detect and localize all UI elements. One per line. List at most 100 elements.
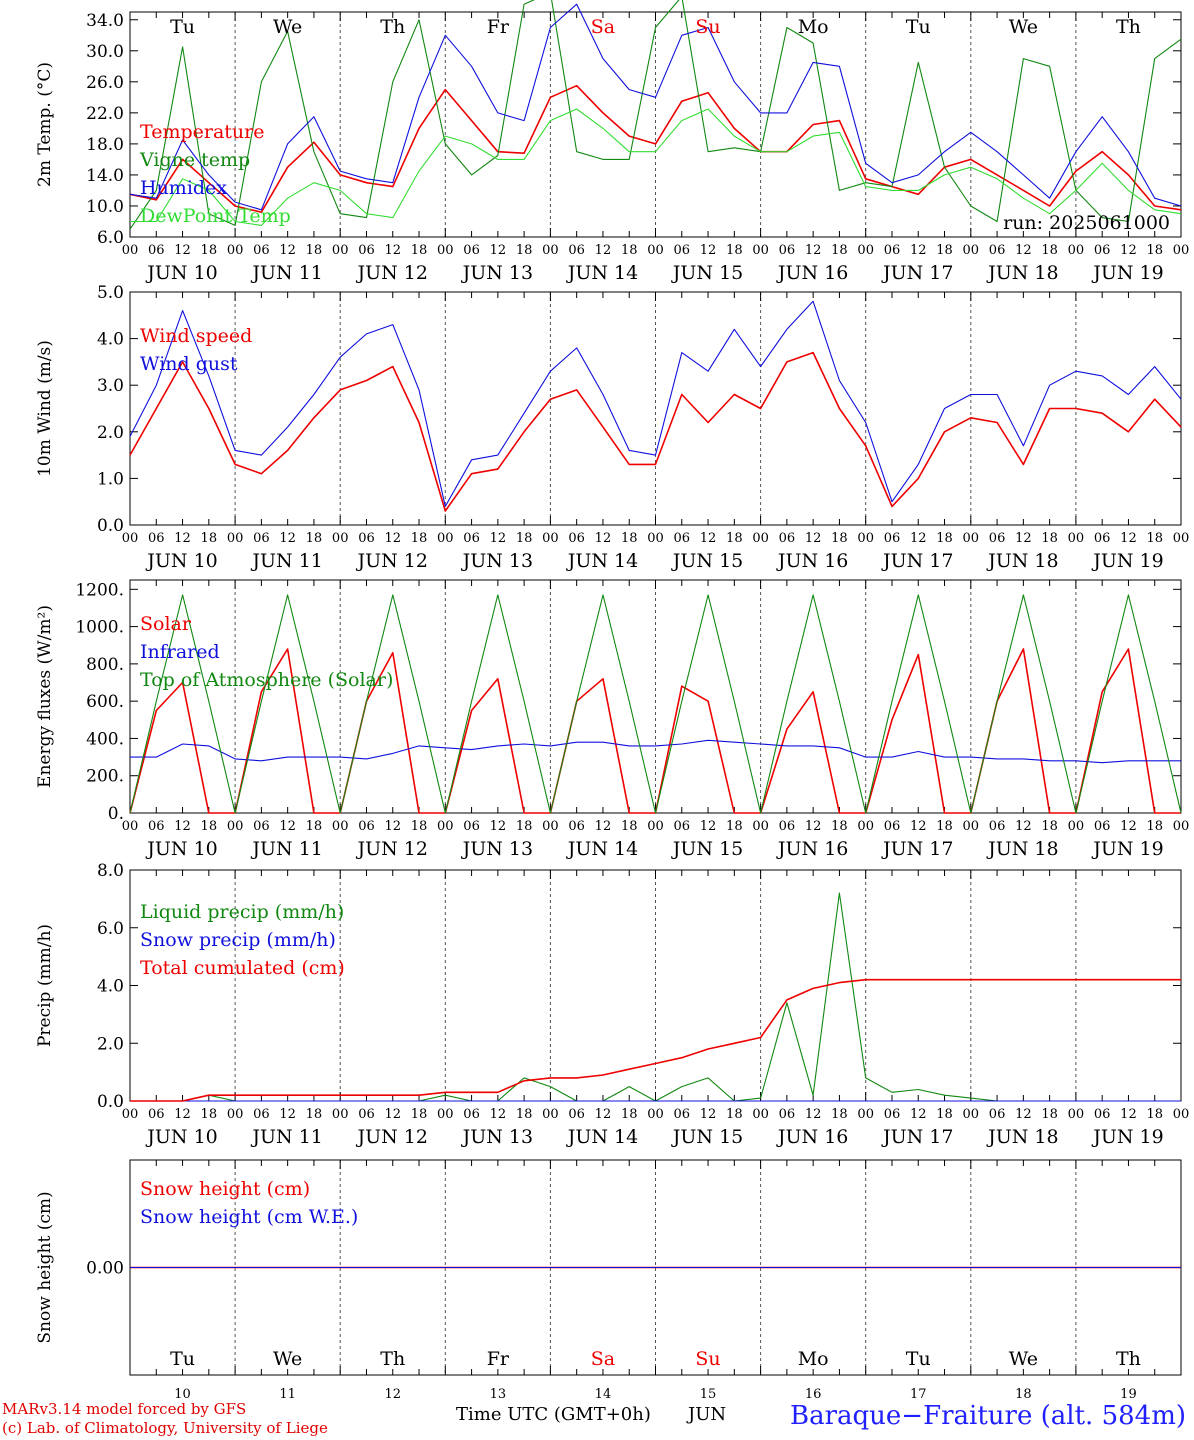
weekday-label: Sa bbox=[591, 1348, 615, 1370]
hour-tick-label: 00 bbox=[963, 819, 980, 834]
hour-tick-label: 12 bbox=[700, 243, 717, 258]
hour-tick-label: 18 bbox=[1146, 531, 1163, 546]
day-label: JUN 17 bbox=[881, 262, 953, 284]
day-label: JUN 12 bbox=[356, 838, 428, 860]
hour-tick-label: 18 bbox=[516, 1107, 533, 1122]
panel-1 bbox=[129, 0, 1182, 238]
weekday-label: Tu bbox=[170, 16, 195, 38]
hour-tick-label: 18 bbox=[201, 1107, 218, 1122]
day-label: JUN 16 bbox=[776, 550, 848, 572]
y-axis-label: Snow height (cm) bbox=[35, 1191, 55, 1343]
hour-tick-label: 12 bbox=[805, 1107, 822, 1122]
series-line bbox=[130, 108, 1182, 226]
weekday-label: Fr bbox=[487, 16, 510, 38]
hour-tick-label: 12 bbox=[700, 1107, 717, 1122]
weekday-label: Th bbox=[380, 16, 405, 38]
hour-tick-label: 12 bbox=[279, 531, 296, 546]
day-label: JUN 13 bbox=[461, 262, 533, 284]
y-tick-label: 0.0 bbox=[97, 516, 124, 536]
y-tick-label: 200. bbox=[86, 767, 124, 787]
hour-tick-label: 18 bbox=[1146, 819, 1163, 834]
panel-2 bbox=[129, 291, 1182, 526]
hour-tick-label: 06 bbox=[358, 243, 375, 258]
hour-tick-label: 06 bbox=[779, 1107, 796, 1122]
hour-tick-label: 12 bbox=[174, 243, 191, 258]
hour-tick-label: 00 bbox=[1173, 819, 1190, 834]
hour-tick-label: 18 bbox=[726, 243, 743, 258]
legend-entry: Temperature bbox=[140, 121, 264, 143]
hour-tick-label: 12 bbox=[384, 531, 401, 546]
hour-tick-label: 00 bbox=[332, 819, 349, 834]
hour-tick-label: 12 bbox=[279, 819, 296, 834]
hour-tick-label: 06 bbox=[148, 243, 165, 258]
hour-tick-label: 12 bbox=[805, 243, 822, 258]
y-tick-label: 0.00 bbox=[86, 1259, 124, 1279]
hour-tick-label: 06 bbox=[674, 819, 691, 834]
weekday-label: Fr bbox=[487, 1348, 510, 1370]
hour-tick-label: 12 bbox=[384, 1107, 401, 1122]
legend-entry: Snow height (cm) bbox=[140, 1178, 310, 1200]
day-label: JUN 16 bbox=[776, 262, 848, 284]
day-label: JUN 12 bbox=[356, 550, 428, 572]
hour-tick-label: 18 bbox=[831, 243, 848, 258]
weekday-label: Th bbox=[1116, 1348, 1141, 1370]
hour-tick-label: 06 bbox=[358, 819, 375, 834]
hour-tick-label: 12 bbox=[1120, 243, 1137, 258]
day-label: JUN 17 bbox=[881, 550, 953, 572]
hour-tick-label: 06 bbox=[989, 819, 1006, 834]
hour-tick-label: 12 bbox=[805, 531, 822, 546]
hour-tick-label: 00 bbox=[542, 531, 559, 546]
day-label: JUN 15 bbox=[671, 838, 743, 860]
hour-tick-label: 00 bbox=[122, 819, 139, 834]
hour-tick-label: 06 bbox=[148, 1107, 165, 1122]
hour-tick-label: 12 bbox=[805, 819, 822, 834]
hour-tick-label: 12 bbox=[700, 531, 717, 546]
hour-tick-label: 12 bbox=[1015, 243, 1032, 258]
hour-tick-label: 06 bbox=[1094, 1107, 1111, 1122]
hour-tick-label: 06 bbox=[358, 531, 375, 546]
y-tick-label: 10.0 bbox=[86, 197, 124, 217]
weekday-label: We bbox=[1009, 1348, 1038, 1370]
weekday-label: Su bbox=[695, 1348, 720, 1370]
run-annotation: run: 2025061000 bbox=[1003, 212, 1170, 234]
day-number-label: 10 bbox=[174, 1387, 191, 1402]
day-label: JUN 17 bbox=[881, 838, 953, 860]
y-tick-label: 0. bbox=[108, 804, 124, 824]
series-line bbox=[129, 351, 1182, 512]
day-label: JUN 14 bbox=[566, 838, 638, 860]
day-label: JUN 11 bbox=[250, 262, 322, 284]
hour-tick-label: 18 bbox=[306, 531, 323, 546]
series-line bbox=[130, 739, 1181, 764]
day-label: JUN 11 bbox=[250, 550, 322, 572]
hour-tick-label: 06 bbox=[674, 1107, 691, 1122]
hour-tick-label: 12 bbox=[1120, 1107, 1137, 1122]
hour-tick-label: 06 bbox=[253, 819, 270, 834]
y-tick-label: 0.0 bbox=[97, 1092, 124, 1112]
hour-tick-label: 18 bbox=[411, 243, 428, 258]
hour-tick-label: 18 bbox=[411, 1107, 428, 1122]
hour-tick-label: 06 bbox=[674, 243, 691, 258]
y-axis-label: Energy fluxes (W/m²) bbox=[35, 605, 55, 788]
hour-tick-label: 18 bbox=[726, 1107, 743, 1122]
legend-entry: Solar bbox=[140, 613, 192, 635]
hour-tick-label: 00 bbox=[332, 531, 349, 546]
hour-tick-label: 12 bbox=[1015, 531, 1032, 546]
hour-tick-label: 12 bbox=[490, 243, 507, 258]
y-tick-label: 34.0 bbox=[86, 11, 124, 31]
hour-tick-label: 00 bbox=[752, 531, 769, 546]
hour-tick-label: 18 bbox=[516, 531, 533, 546]
y-tick-label: 1200. bbox=[75, 580, 124, 600]
legend-entry: Snow precip (mm/h) bbox=[140, 929, 336, 951]
hour-tick-label: 12 bbox=[490, 531, 507, 546]
lab-credit: (c) Lab. of Climatology, University of L… bbox=[2, 1419, 328, 1437]
weekday-label: Th bbox=[1116, 16, 1141, 38]
hour-tick-label: 06 bbox=[989, 1107, 1006, 1122]
hour-tick-label: 18 bbox=[306, 243, 323, 258]
hour-tick-label: 18 bbox=[1041, 243, 1058, 258]
hour-tick-label: 12 bbox=[174, 531, 191, 546]
legend-entry: Infrared bbox=[140, 641, 220, 663]
y-tick-label: 8.0 bbox=[97, 861, 124, 881]
weekday-label: Sa bbox=[591, 16, 615, 38]
series-line bbox=[129, 594, 1182, 814]
